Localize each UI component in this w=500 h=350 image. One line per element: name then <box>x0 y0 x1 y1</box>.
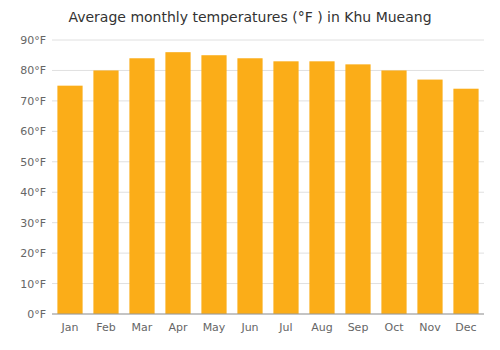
bar <box>237 58 262 314</box>
x-axis: Jan Feb Mar Apr May Jun Jul Aug Sep Oct Nov Dec <box>52 314 484 334</box>
bar <box>57 86 82 314</box>
y-tick-label: 20°F <box>20 247 46 260</box>
y-tick-label: 60°F <box>20 125 46 138</box>
grid <box>52 40 484 314</box>
x-tick-label: Oct <box>384 321 404 334</box>
x-axis-line <box>52 314 484 315</box>
x-tick-label: Apr <box>168 321 188 334</box>
bar <box>453 89 478 314</box>
y-tick-label: 90°F <box>20 34 46 47</box>
x-tick-label: Jun <box>240 321 258 334</box>
grid-line <box>52 40 484 41</box>
x-tick-label: Feb <box>96 321 115 334</box>
bar <box>345 64 370 314</box>
x-tick-label: Sep <box>348 321 369 334</box>
y-tick-label: 40°F <box>20 186 46 199</box>
bar <box>273 61 298 314</box>
x-tick-label: Dec <box>455 321 476 334</box>
x-tick-label: May <box>203 321 226 334</box>
x-tick-label: Jul <box>278 321 292 334</box>
bar <box>417 80 442 314</box>
bar <box>93 70 118 314</box>
chart: Average monthly temperatures (°F ) in Kh… <box>0 0 500 350</box>
y-tick-label: 80°F <box>20 64 46 77</box>
bars <box>57 52 478 314</box>
y-tick-label: 70°F <box>20 95 46 108</box>
grid-line <box>52 314 484 315</box>
x-tick-label: Jan <box>61 321 79 334</box>
bar <box>165 52 190 314</box>
title: Average monthly temperatures (°F ) in Kh… <box>68 9 431 25</box>
y-axis: 0°F 10°F 20°F 30°F 40°F 50°F 60°F 70°F 80°F 90°F <box>20 34 46 321</box>
x-tick-label: Mar <box>132 321 153 334</box>
y-tick-label: 30°F <box>20 217 46 230</box>
bar <box>201 55 226 314</box>
bar <box>381 70 406 314</box>
y-tick-label: 0°F <box>27 308 46 321</box>
x-tick-label: Nov <box>419 321 441 334</box>
y-tick-label: 10°F <box>20 278 46 291</box>
bar <box>129 58 154 314</box>
bar <box>309 61 334 314</box>
x-tick-label: Aug <box>311 321 332 334</box>
y-tick-label: 50°F <box>20 156 46 169</box>
